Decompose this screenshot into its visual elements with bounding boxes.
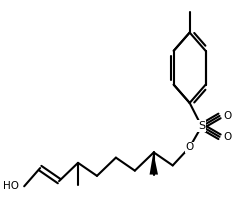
- Text: O: O: [223, 132, 231, 142]
- Text: O: O: [223, 111, 231, 121]
- Text: O: O: [185, 142, 194, 152]
- Text: HO: HO: [3, 181, 19, 191]
- Polygon shape: [149, 152, 158, 175]
- Text: S: S: [198, 121, 205, 131]
